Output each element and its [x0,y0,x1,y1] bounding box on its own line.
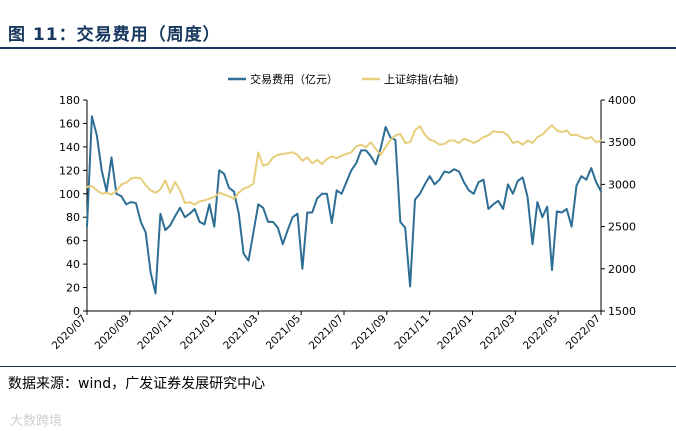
x-tick-label: 2020/07 [50,313,89,352]
right-y-tick-label: 4000 [608,94,636,107]
x-tick-label: 2021/03 [221,313,260,352]
x-tick-label: 2021/01 [178,313,217,352]
series-line-2 [86,124,602,206]
watermark: 大数跨境 [10,414,63,429]
legend-label-series-2: 上证综指(右轴) [384,72,459,86]
x-tick-label: 2021/07 [307,313,346,352]
left-y-tick-label: 60 [66,235,80,248]
legend: 交易费用（亿元） 上证综指(右轴) [228,72,459,86]
right-y-tick-label: 3500 [608,136,636,149]
left-y-tick-label: 100 [59,188,80,201]
x-tick-label: 2022/03 [478,313,517,352]
right-y-tick-label: 1500 [608,305,636,318]
left-y-tick-label: 40 [66,258,80,271]
left-y-tick-label: 20 [66,282,80,295]
left-y-tick-label: 180 [59,94,80,107]
series-lines [86,115,602,295]
right-y-tick-label: 2000 [608,263,636,276]
right-y-tick-label: 3000 [608,178,636,191]
figure-title: 图 11：交易费用（周度） [8,25,221,45]
left-y-tick-label: 160 [59,117,80,130]
left-y-tick-label: 140 [59,141,80,154]
source-divider [0,366,676,367]
source-note: 数据来源：wind，广发证券发展研究中心 [8,376,266,392]
legend-label-series-1: 交易费用（亿元） [250,72,338,86]
x-tick-label: 2022/01 [435,313,474,352]
x-tick-label: 2021/05 [264,313,303,352]
x-tick-label: 2022/07 [564,313,603,352]
x-tick-label: 2021/11 [392,313,431,352]
left-y-tick-label: 80 [66,211,80,224]
x-tick-label: 2022/05 [521,313,560,352]
right-y-tick-label: 2500 [608,221,636,234]
x-tick-label: 2020/11 [135,313,174,352]
left-y-tick-label: 0 [73,305,80,318]
left-y-tick-label: 120 [59,164,80,177]
title-divider [0,47,676,49]
x-tick-label: 2021/09 [350,313,389,352]
line-chart: 交易费用（亿元） 上证综指(右轴) 0 20 40 60 80 100 120 140 160 1… [50,72,636,352]
x-tick-label: 2020/09 [93,313,132,352]
series-line-1 [86,115,602,295]
